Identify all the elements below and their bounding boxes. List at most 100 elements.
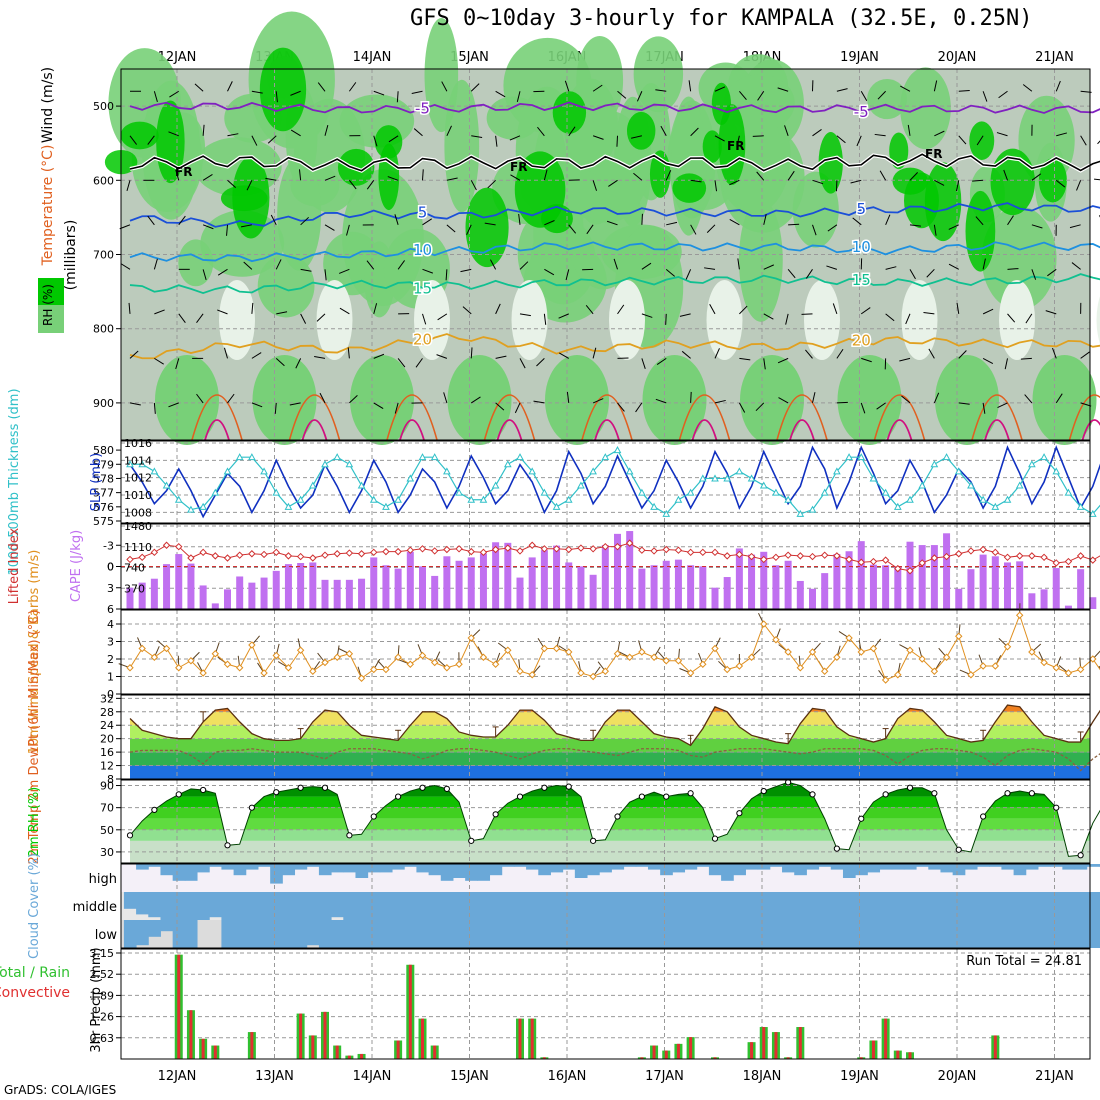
cloud-bar xyxy=(221,864,235,870)
wind-barb xyxy=(690,179,702,183)
lifted-index-marker xyxy=(394,547,402,556)
tick-label: 4 xyxy=(107,618,114,631)
cloud-bar xyxy=(891,920,905,948)
cloud-bar xyxy=(270,892,283,920)
cape-bar xyxy=(674,559,682,609)
isotherm-line xyxy=(129,333,1100,360)
wind-barb xyxy=(396,91,399,103)
wind-speed-marker xyxy=(833,653,841,661)
cloud-bar xyxy=(343,920,356,948)
wind-barb xyxy=(317,82,326,92)
wind-barb xyxy=(445,269,448,281)
tick-label: 70 xyxy=(100,802,114,815)
cape-bar xyxy=(809,588,816,609)
date-label-bottom: 19JAN xyxy=(840,1069,879,1084)
rh-marker xyxy=(370,813,377,820)
cape-bar xyxy=(224,589,231,609)
cloud-bar xyxy=(404,892,417,920)
wind-barb xyxy=(660,125,667,137)
cloud-bar xyxy=(635,920,649,948)
date-label-bottom: 15JAN xyxy=(450,1069,489,1084)
wind-barb xyxy=(519,261,529,270)
precip-convective-bar xyxy=(177,954,181,1059)
thickness-marker xyxy=(954,467,963,475)
tick-label-cape: 740 xyxy=(124,562,145,575)
isotherm-30-line xyxy=(789,419,815,441)
cape-bar xyxy=(894,566,902,609)
cloud-bar xyxy=(891,892,905,920)
lifted-index-marker xyxy=(491,545,500,554)
cloud-bar xyxy=(855,864,868,876)
wind-barb xyxy=(885,214,891,226)
cape-bar xyxy=(394,568,402,609)
thickness-marker xyxy=(967,481,975,489)
cloud-bar xyxy=(1074,920,1088,948)
wind-barb xyxy=(251,352,262,359)
wind-barb xyxy=(544,220,555,226)
cloud-bar xyxy=(148,892,161,918)
wind-barb xyxy=(1022,84,1033,92)
tick-label: 12 xyxy=(100,760,114,773)
cloud-bar xyxy=(842,892,856,920)
wind-barb xyxy=(484,222,496,226)
cloud-bar xyxy=(830,864,844,870)
wind-speed-marker xyxy=(991,662,1000,670)
wind-barb xyxy=(617,402,625,412)
cloud-bar xyxy=(501,892,515,920)
isotherm-25-line xyxy=(191,394,243,441)
cloud-bar xyxy=(501,864,515,867)
cloud-bar xyxy=(855,892,868,920)
wind-speed-marker xyxy=(467,634,475,642)
isotherm-line xyxy=(129,101,1100,114)
isotherm-label: 15 xyxy=(852,271,871,289)
wind-barb xyxy=(154,309,165,315)
rh-cell xyxy=(626,111,656,150)
rh-cell xyxy=(990,148,1035,216)
cloud-bar xyxy=(1050,892,1063,920)
wind-speed-marker xyxy=(906,646,914,654)
cloud-bar xyxy=(294,892,308,920)
wind-speed-marker xyxy=(1003,643,1012,651)
cape-bar xyxy=(723,577,731,609)
wind-speed-marker xyxy=(333,653,341,661)
cloud-bar xyxy=(306,920,320,946)
thickness-marker xyxy=(552,502,561,510)
cape-bar xyxy=(857,541,865,609)
wind-barb xyxy=(324,125,329,136)
cloud-bar xyxy=(562,864,576,870)
cape-bar xyxy=(662,560,670,609)
lifted-index-marker xyxy=(674,546,683,554)
wind-barb xyxy=(324,269,327,281)
wind-barb xyxy=(641,313,653,318)
rh-cell xyxy=(892,167,928,195)
wind-barb xyxy=(568,224,577,234)
cloud-bar xyxy=(477,864,491,881)
cloud-bar xyxy=(526,864,539,870)
wind-barb xyxy=(422,218,432,226)
wind-barb xyxy=(516,91,521,103)
cloud-bar xyxy=(855,920,868,948)
cloud-bar xyxy=(355,864,369,878)
cloud-bar xyxy=(1025,864,1039,870)
cloud-bar xyxy=(818,920,832,948)
rh-cell xyxy=(120,121,159,150)
cloud-bar xyxy=(148,864,161,867)
rh-cell xyxy=(804,280,840,360)
wind-barb xyxy=(202,224,214,230)
lifted-index-marker xyxy=(235,551,244,559)
thickness-marker xyxy=(686,488,695,496)
wind-barb xyxy=(586,224,594,235)
wind-barb xyxy=(536,358,545,367)
wind-speed-marker xyxy=(1052,664,1060,672)
cloud-bar xyxy=(1013,864,1027,876)
cloud-bar xyxy=(611,864,625,870)
wind-barb xyxy=(175,358,180,370)
cloud-bar xyxy=(660,920,673,948)
tick-label: 3.15 xyxy=(90,947,115,960)
wind-speed-marker xyxy=(260,669,268,677)
wind-barb xyxy=(1031,224,1043,229)
cloud-bar xyxy=(964,920,978,948)
rh-marker xyxy=(590,837,597,844)
rh-cell xyxy=(706,280,743,360)
cloud-bar xyxy=(769,864,783,867)
